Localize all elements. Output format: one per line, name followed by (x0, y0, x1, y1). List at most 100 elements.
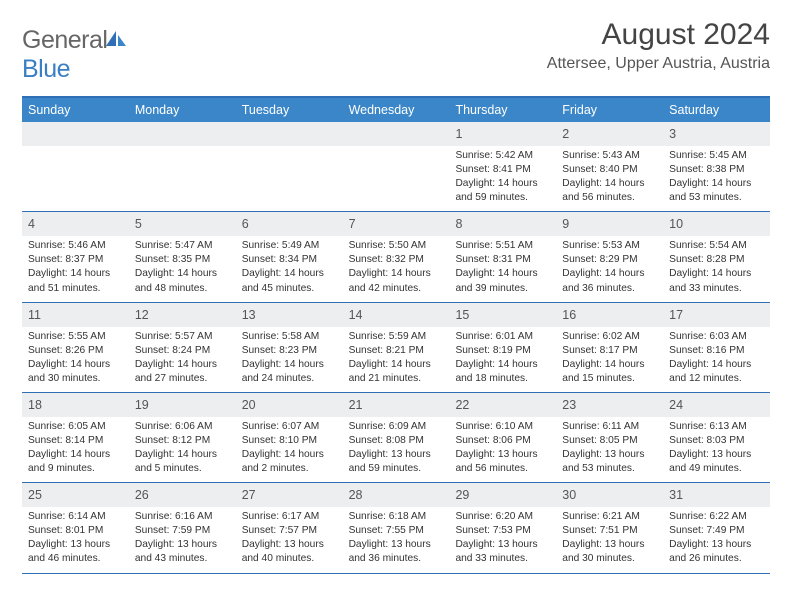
day-cell: 13 Sunrise: 5:58 AMSunset: 8:23 PMDayligh… (236, 303, 343, 392)
sunrise-text: Sunrise: 5:57 AM (135, 330, 230, 344)
daylight-text: Daylight: 14 hours and 18 minutes. (455, 358, 550, 386)
logo-text: GeneralBlue (22, 26, 129, 84)
sunset-text: Sunset: 8:28 PM (669, 253, 764, 267)
logo-text-general: General (22, 26, 107, 54)
day-body: Sunrise: 5:45 AMSunset: 8:38 PMDaylight:… (663, 146, 770, 211)
sunset-text: Sunset: 8:21 PM (349, 344, 444, 358)
day-body: Sunrise: 5:51 AMSunset: 8:31 PMDaylight:… (449, 236, 556, 301)
week-row: 25 Sunrise: 6:14 AMSunset: 8:01 PMDayligh… (22, 483, 770, 573)
daylight-text: Daylight: 14 hours and 42 minutes. (349, 267, 444, 295)
sunset-text: Sunset: 8:16 PM (669, 344, 764, 358)
day-number: 4 (28, 217, 35, 231)
calendar-page: GeneralBlue August 2024 Attersee, Upper … (0, 0, 792, 592)
day-number-row: . (129, 122, 236, 146)
day-number-row: 25 (22, 483, 129, 507)
daylight-text: Daylight: 14 hours and 39 minutes. (455, 267, 550, 295)
sunset-text: Sunset: 8:24 PM (135, 344, 230, 358)
week-row: ....1Sunrise: 5:42 AMSunset: 8:41 PMDayl… (22, 122, 770, 212)
dayheader-saturday: Saturday (663, 98, 770, 122)
day-body: Sunrise: 6:16 AMSunset: 7:59 PMDaylight:… (129, 507, 236, 572)
day-number-row: 4 (22, 212, 129, 236)
day-body: Sunrise: 5:57 AMSunset: 8:24 PMDaylight:… (129, 327, 236, 392)
day-cell: . (129, 122, 236, 211)
day-body: Sunrise: 6:09 AMSunset: 8:08 PMDaylight:… (343, 417, 450, 482)
daylight-text: Daylight: 14 hours and 56 minutes. (562, 177, 657, 205)
daylight-text: Daylight: 13 hours and 59 minutes. (349, 448, 444, 476)
day-body: Sunrise: 6:02 AMSunset: 8:17 PMDaylight:… (556, 327, 663, 392)
sunrise-text: Sunrise: 6:17 AM (242, 510, 337, 524)
day-number: 9 (562, 217, 569, 231)
logo: GeneralBlue (22, 26, 129, 84)
day-number-row: 1 (449, 122, 556, 146)
sunrise-text: Sunrise: 5:46 AM (28, 239, 123, 253)
day-number: 20 (242, 398, 256, 412)
daylight-text: Daylight: 13 hours and 26 minutes. (669, 538, 764, 566)
sunrise-text: Sunrise: 5:58 AM (242, 330, 337, 344)
day-number: 12 (135, 308, 149, 322)
day-body: Sunrise: 6:14 AMSunset: 8:01 PMDaylight:… (22, 507, 129, 572)
dayheader-row: Sunday Monday Tuesday Wednesday Thursday… (22, 98, 770, 122)
day-body: Sunrise: 5:54 AMSunset: 8:28 PMDaylight:… (663, 236, 770, 301)
day-body: Sunrise: 6:21 AMSunset: 7:51 PMDaylight:… (556, 507, 663, 572)
sunrise-text: Sunrise: 5:55 AM (28, 330, 123, 344)
daylight-text: Daylight: 14 hours and 12 minutes. (669, 358, 764, 386)
day-number: 16 (562, 308, 576, 322)
day-number: 25 (28, 488, 42, 502)
day-body: Sunrise: 5:47 AMSunset: 8:35 PMDaylight:… (129, 236, 236, 301)
day-number: 22 (455, 398, 469, 412)
dayheader-sunday: Sunday (22, 98, 129, 122)
dayheader-thursday: Thursday (449, 98, 556, 122)
day-number: 10 (669, 217, 683, 231)
day-number: 27 (242, 488, 256, 502)
sunrise-text: Sunrise: 6:09 AM (349, 420, 444, 434)
sunrise-text: Sunrise: 5:49 AM (242, 239, 337, 253)
day-body: Sunrise: 5:58 AMSunset: 8:23 PMDaylight:… (236, 327, 343, 392)
week-row: 11Sunrise: 5:55 AMSunset: 8:26 PMDayligh… (22, 303, 770, 393)
daylight-text: Daylight: 13 hours and 56 minutes. (455, 448, 550, 476)
day-number: 24 (669, 398, 683, 412)
day-cell: 12 Sunrise: 5:57 AMSunset: 8:24 PMDayligh… (129, 303, 236, 392)
day-number-row: 6 (236, 212, 343, 236)
daylight-text: Daylight: 13 hours and 33 minutes. (455, 538, 550, 566)
daylight-text: Daylight: 13 hours and 43 minutes. (135, 538, 230, 566)
day-number: 6 (242, 217, 249, 231)
day-number-row: 7 (343, 212, 450, 236)
sunset-text: Sunset: 8:26 PM (28, 344, 123, 358)
sunset-text: Sunset: 7:59 PM (135, 524, 230, 538)
day-body: Sunrise: 6:10 AMSunset: 8:06 PMDaylight:… (449, 417, 556, 482)
day-number: 21 (349, 398, 363, 412)
day-number: 5 (135, 217, 142, 231)
day-number: 23 (562, 398, 576, 412)
sunset-text: Sunset: 7:55 PM (349, 524, 444, 538)
day-number: 18 (28, 398, 42, 412)
week-row: 18Sunrise: 6:05 AMSunset: 8:14 PMDayligh… (22, 393, 770, 483)
sunset-text: Sunset: 8:01 PM (28, 524, 123, 538)
header: GeneralBlue August 2024 Attersee, Upper … (22, 18, 770, 84)
day-cell: 27Sunrise: 6:17 AMSunset: 7:57 PMDayligh… (236, 483, 343, 572)
sunrise-text: Sunrise: 6:13 AM (669, 420, 764, 434)
day-number-row: 12 (129, 303, 236, 327)
day-number-row: 2 (556, 122, 663, 146)
day-number-row: 30 (556, 483, 663, 507)
sunrise-text: Sunrise: 6:18 AM (349, 510, 444, 524)
day-number: 29 (455, 488, 469, 502)
day-number: 13 (242, 308, 256, 322)
day-cell: 1Sunrise: 5:42 AMSunset: 8:41 PMDaylight… (449, 122, 556, 211)
sunset-text: Sunset: 8:14 PM (28, 434, 123, 448)
day-number-row: 27 (236, 483, 343, 507)
day-body: Sunrise: 5:53 AMSunset: 8:29 PMDaylight:… (556, 236, 663, 301)
sunrise-text: Sunrise: 6:06 AM (135, 420, 230, 434)
day-cell: 5 Sunrise: 5:47 AMSunset: 8:35 PMDaylight… (129, 212, 236, 301)
day-body (129, 146, 236, 155)
sunset-text: Sunset: 8:06 PM (455, 434, 550, 448)
day-number: 15 (455, 308, 469, 322)
day-cell: 15Sunrise: 6:01 AMSunset: 8:19 PMDayligh… (449, 303, 556, 392)
sunrise-text: Sunrise: 5:47 AM (135, 239, 230, 253)
sunrise-text: Sunrise: 6:11 AM (562, 420, 657, 434)
daylight-text: Daylight: 14 hours and 5 minutes. (135, 448, 230, 476)
sunset-text: Sunset: 7:49 PM (669, 524, 764, 538)
day-cell: 29Sunrise: 6:20 AMSunset: 7:53 PMDayligh… (449, 483, 556, 572)
dayheader-monday: Monday (129, 98, 236, 122)
sunset-text: Sunset: 8:05 PM (562, 434, 657, 448)
day-number-row: 19 (129, 393, 236, 417)
